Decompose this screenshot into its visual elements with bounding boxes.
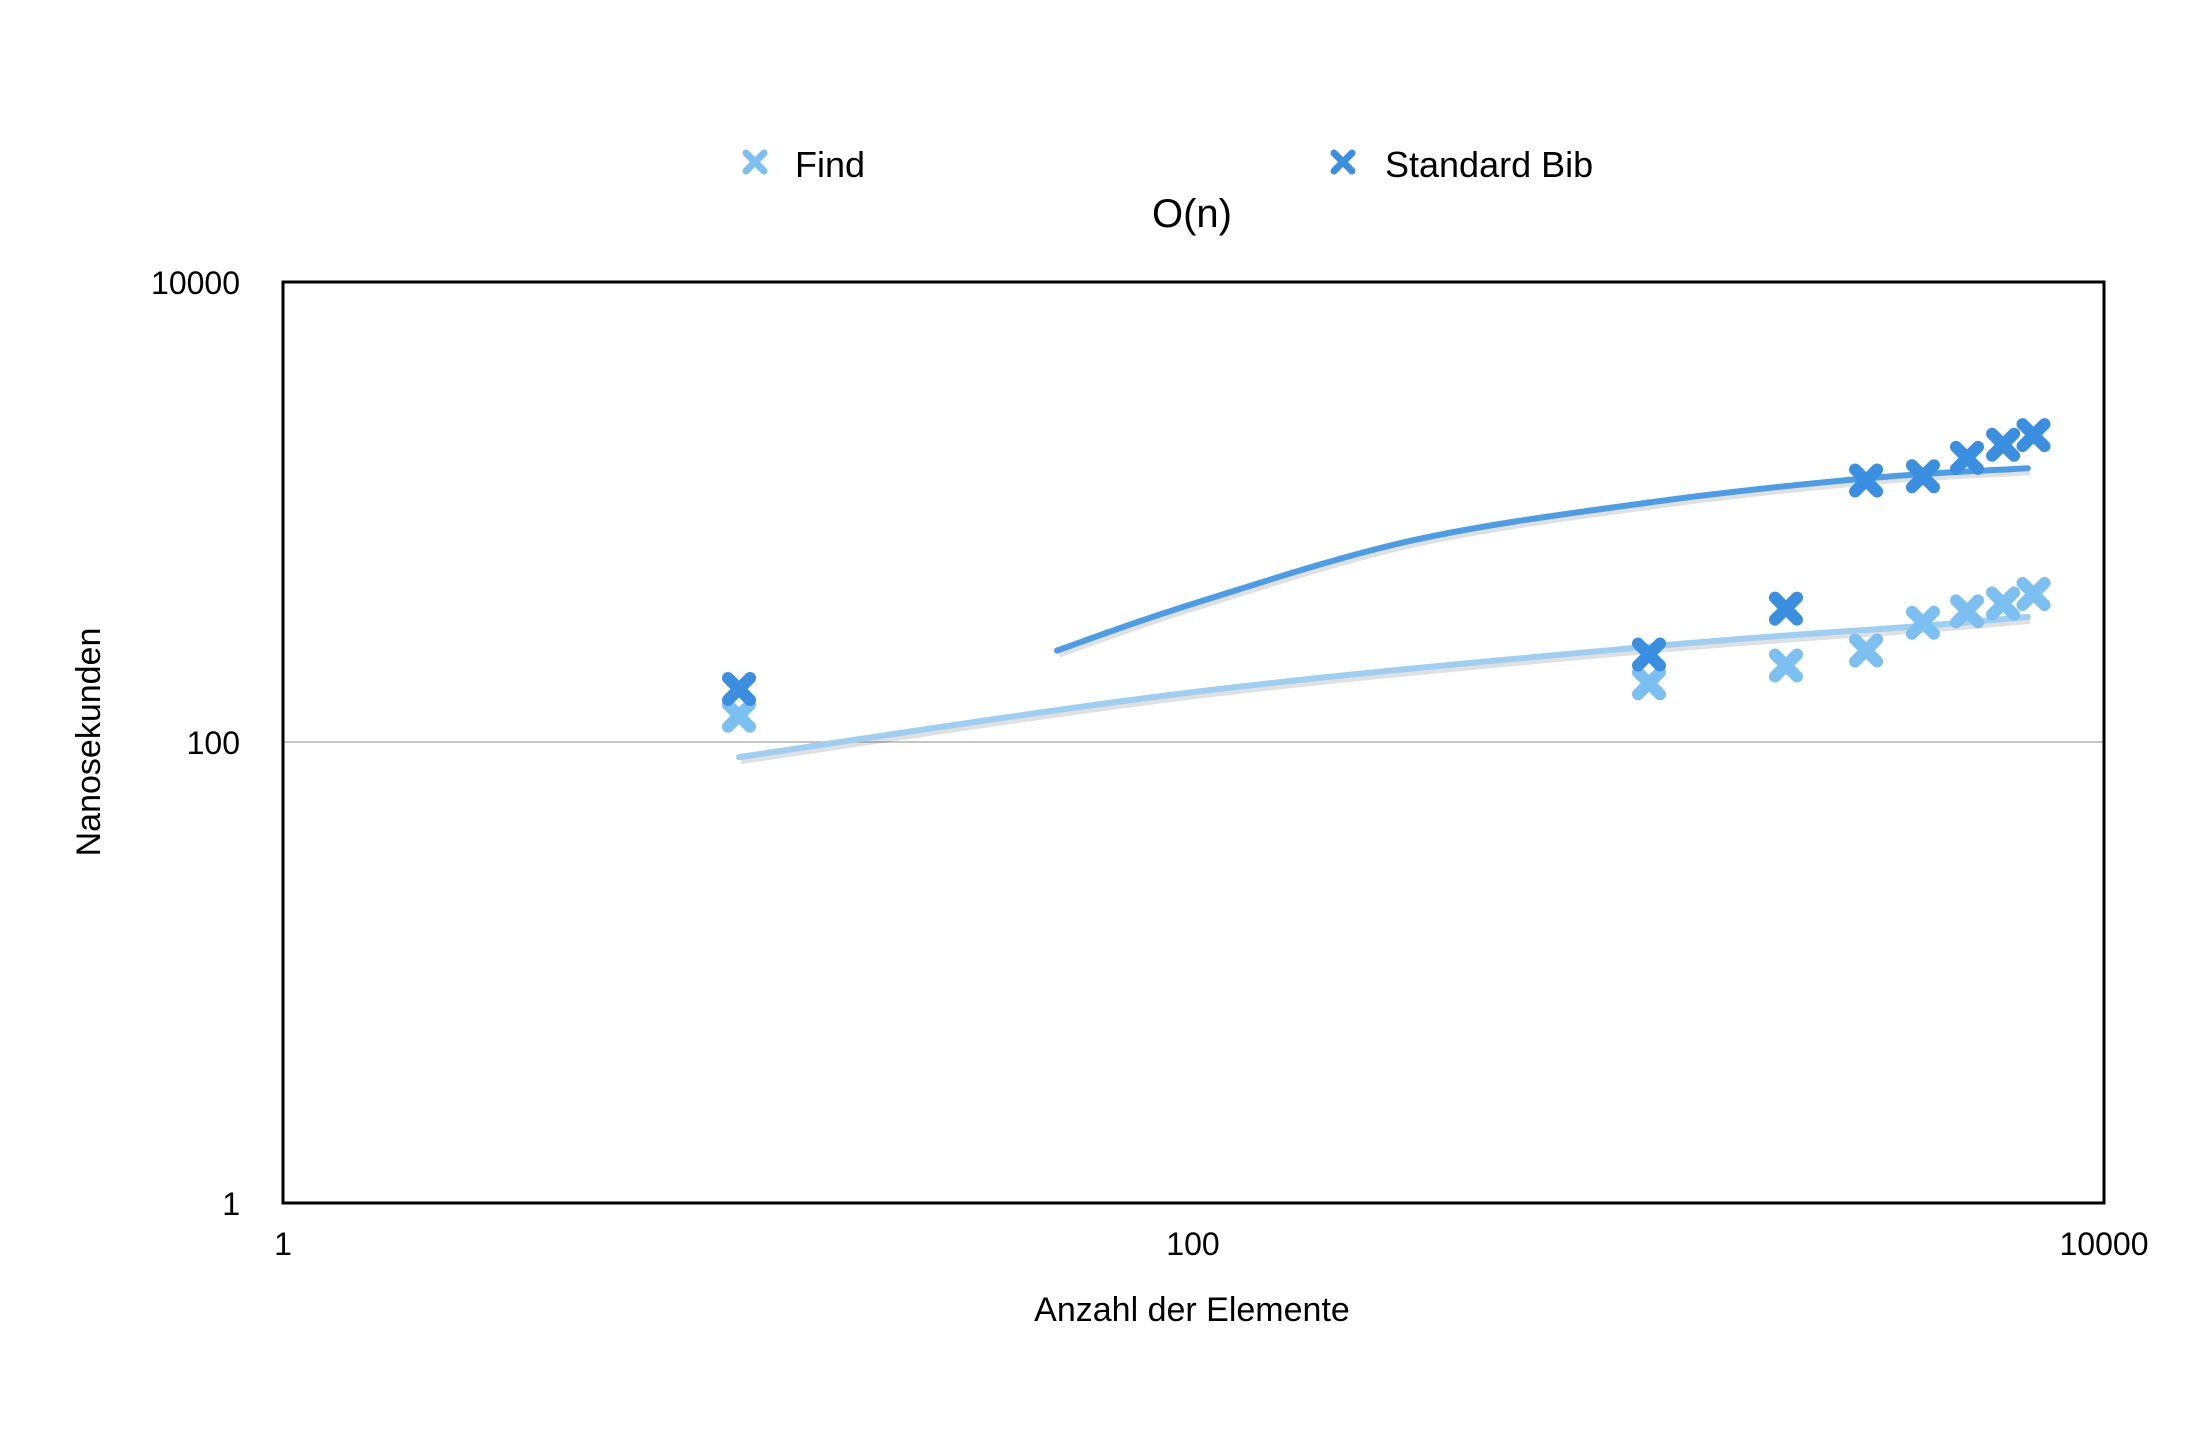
trendline-shadow	[740, 617, 2031, 765]
y-tick-label: 100	[187, 725, 240, 761]
y-tick-label: 1	[222, 1186, 240, 1222]
data-point-standard-bib	[1905, 459, 1940, 494]
x-tick-label: 100	[1166, 1226, 1219, 1262]
y-axis-label: Nanosekunden	[70, 628, 108, 857]
data-point-find	[2016, 577, 2051, 612]
plot-frame	[281, 280, 2106, 1205]
legend-label-find: Find	[795, 144, 865, 185]
y-tick-label: 10000	[151, 265, 240, 301]
data-point-find	[1632, 666, 1666, 701]
legend-marker-find	[742, 149, 768, 175]
data-point-standard-bib	[1849, 463, 1884, 498]
data-point-standard-bib	[1632, 637, 1666, 672]
x-tick-label: 1	[274, 1226, 292, 1262]
x-axis: 1 100 10000 Anzahl der Elemente	[274, 1226, 2148, 1329]
y-axis: 10000 100 1 Nanosekunden	[70, 265, 240, 1222]
data-point-find	[1986, 586, 2021, 621]
plot-area	[281, 280, 2106, 1205]
data-point-standard-bib	[2016, 418, 2051, 453]
legend-marker-standard-bib	[1330, 149, 1356, 175]
data-point-find	[1849, 633, 1884, 668]
markers	[722, 418, 2051, 733]
trendlines	[736, 465, 2031, 765]
data-point-find	[1768, 648, 1803, 683]
legend-label-standard-bib: Standard Bib	[1385, 144, 1593, 185]
chart-title: O(n)	[1152, 192, 1232, 236]
legend-item-standard-bib: Standard Bib	[1330, 144, 1593, 185]
data-point-standard-bib	[1950, 440, 1985, 475]
data-point-find	[1905, 605, 1940, 640]
data-point-standard-bib	[722, 671, 756, 706]
data-point-standard-bib	[1768, 591, 1803, 626]
data-point-find	[722, 698, 756, 733]
data-point-find	[1950, 594, 1985, 629]
legend-item-find: Find	[742, 144, 865, 185]
legend: Find Standard Bib	[742, 144, 1593, 185]
x-axis-label: Anzahl der Elemente	[1034, 1291, 1350, 1329]
data-point-standard-bib	[1986, 427, 2021, 462]
x-tick-label: 10000	[2060, 1226, 2149, 1262]
trendline-standard-bib	[1054, 465, 2031, 654]
